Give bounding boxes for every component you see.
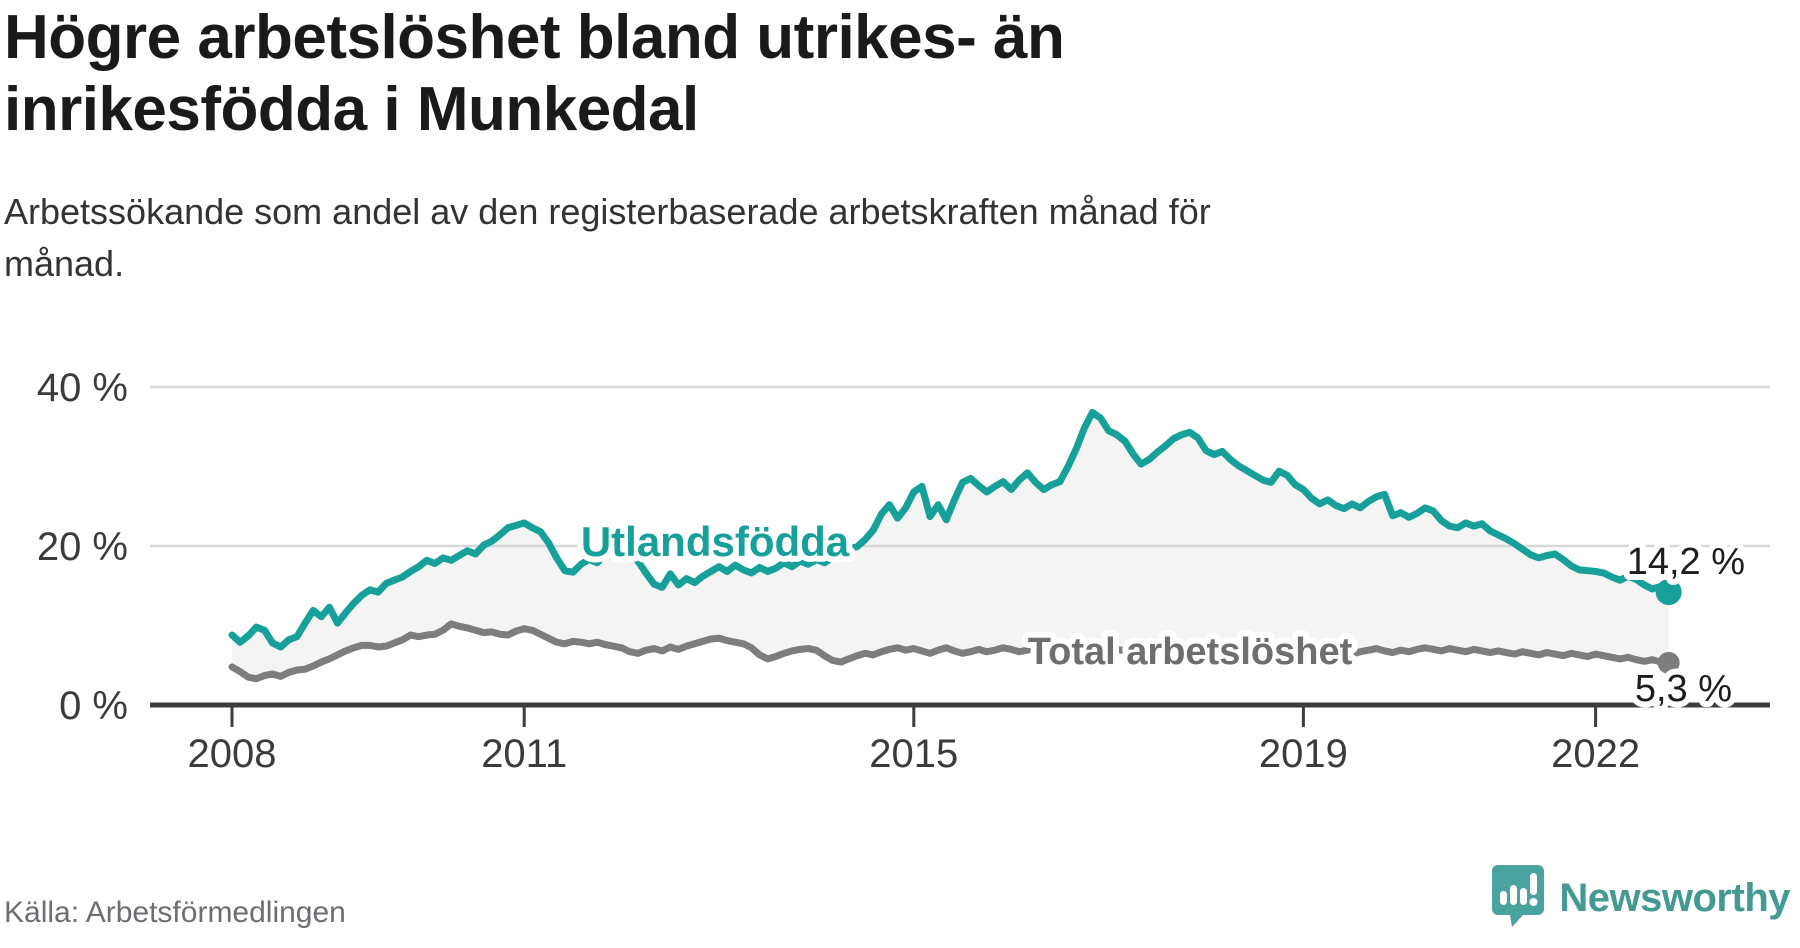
series-label-utlandsfodda: Utlandsfödda [581, 518, 850, 565]
y-axis-label-0: 0 % [59, 684, 128, 728]
utlandsfodda-end-dot [1655, 579, 1682, 606]
page-subtitle: Arbetssökande som andel av den registerb… [4, 191, 1211, 285]
series-label-total-arbetsloshet: Total arbetslöshet [1028, 631, 1353, 673]
page-title: Högre arbetslöshet bland utrikes- än inr… [4, 3, 1065, 144]
total-end-dot [1657, 651, 1680, 674]
utlandsfodda-line [228, 408, 1673, 651]
newsworthy-logo-icon [1491, 863, 1545, 934]
x-axis-label-2019: 2019 [1259, 732, 1348, 776]
line-chart: 0 % 20 % 40 % 2008 2011 2015 2019 2022 Utlandsfö… [0, 300, 1800, 780]
end-value-utlandsfodda: 14,2 % [1627, 541, 1745, 583]
y-axis-label-40: 40 % [37, 366, 128, 410]
x-axis-label-2022: 2022 [1551, 732, 1640, 776]
x-axis-label-2008: 2008 [188, 732, 277, 776]
total-arbetsloshet-line [228, 620, 1673, 683]
x-axis-label-2015: 2015 [869, 732, 958, 776]
brand-lockup: Newsworthy [1491, 863, 1790, 934]
chart-canvas: 0 % 20 % 40 % 2008 2011 2015 2019 2022 Utlandsfö… [37, 366, 1770, 776]
y-axis-label-20: 20 % [37, 525, 128, 569]
end-value-total: 5,3 % [1635, 668, 1732, 710]
source-note: Källa: Arbetsförmedlingen [4, 896, 346, 929]
brand-name: Newsworthy [1559, 876, 1790, 920]
x-axis-label-2011: 2011 [481, 732, 567, 776]
